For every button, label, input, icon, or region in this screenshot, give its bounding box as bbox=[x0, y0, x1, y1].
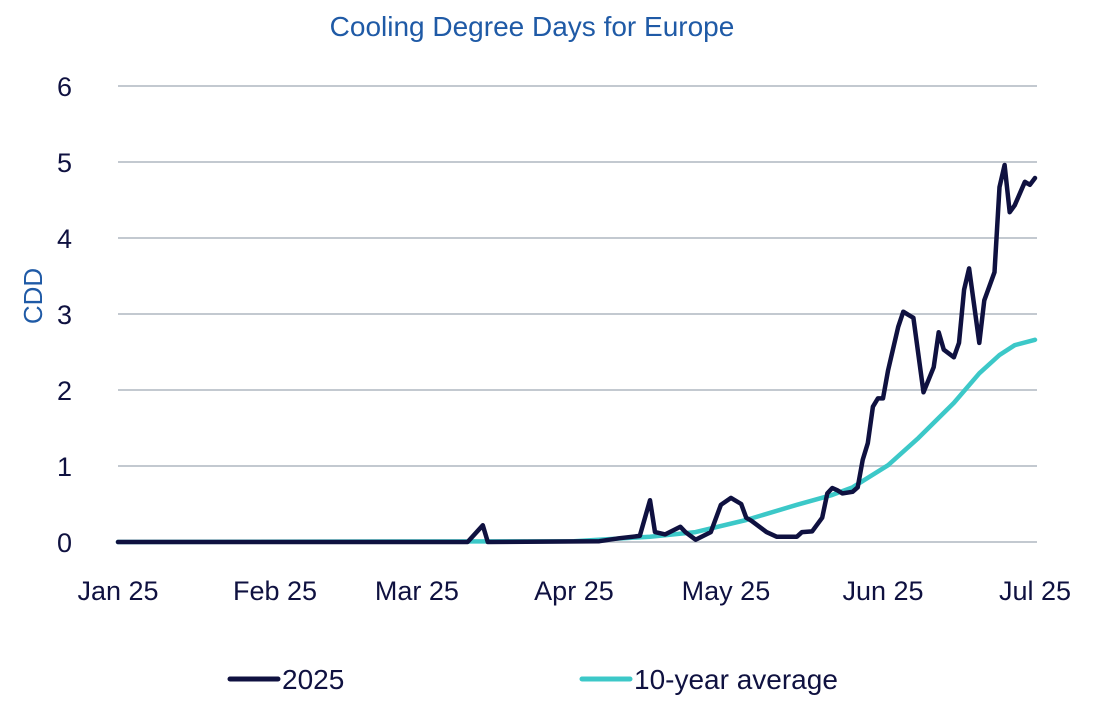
y-tick-label: 1 bbox=[57, 452, 72, 482]
x-tick-label: Apr 25 bbox=[534, 576, 614, 606]
legend-label: 10-year average bbox=[634, 664, 838, 695]
legend-label: 2025 bbox=[282, 664, 344, 695]
x-tick-label: Mar 25 bbox=[375, 576, 459, 606]
x-tick-label: Jun 25 bbox=[842, 576, 923, 606]
x-tick-label: Jul 25 bbox=[999, 576, 1071, 606]
y-tick-label: 5 bbox=[57, 148, 72, 178]
x-tick-label: Feb 25 bbox=[233, 576, 317, 606]
y-tick-label: 3 bbox=[57, 300, 72, 330]
y-tick-label: 4 bbox=[57, 224, 72, 254]
y-tick-label: 6 bbox=[57, 72, 72, 102]
y-tick-label: 2 bbox=[57, 376, 72, 406]
y-tick-label: 0 bbox=[57, 528, 72, 558]
y-axis-label: CDD bbox=[18, 268, 48, 324]
x-tick-label: May 25 bbox=[682, 576, 771, 606]
series-line-2025 bbox=[115, 162, 1038, 545]
x-tick-label: Jan 25 bbox=[77, 576, 158, 606]
chart-title: Cooling Degree Days for Europe bbox=[330, 11, 735, 42]
series-line-10-year-average bbox=[115, 337, 1038, 545]
